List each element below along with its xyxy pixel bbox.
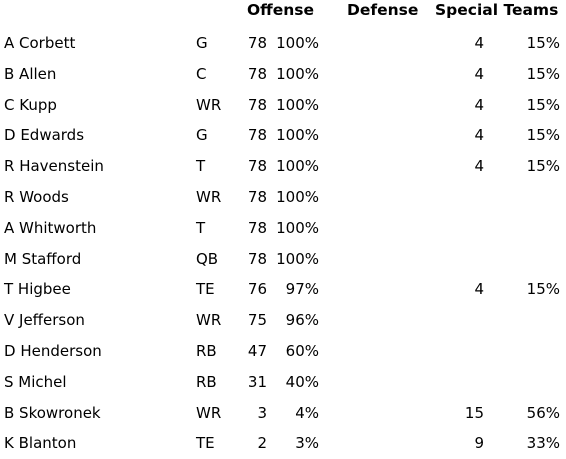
special-teams-pct: 15% — [527, 120, 560, 151]
player-name: R Woods — [4, 182, 69, 213]
special-teams-pct: 15% — [527, 90, 560, 121]
position: WR — [196, 182, 221, 213]
special-teams-snaps: 9 — [474, 428, 484, 459]
special-teams-snaps: 4 — [474, 120, 484, 151]
special-teams-snaps: 4 — [474, 151, 484, 182]
position: G — [196, 120, 208, 151]
table-row: K Blanton TE 2 3% 9 33% — [0, 428, 566, 459]
offense-pct: 100% — [276, 59, 319, 90]
offense-snaps: 78 — [248, 182, 267, 213]
position: T — [196, 151, 205, 182]
position: TE — [196, 274, 215, 305]
player-name: B Allen — [4, 59, 56, 90]
offense-pct: 100% — [276, 182, 319, 213]
player-name: D Edwards — [4, 120, 84, 151]
table-row: B Skowronek WR 3 4% 15 56% — [0, 398, 566, 429]
offense-pct: 100% — [276, 90, 319, 121]
offense-snaps: 75 — [248, 305, 267, 336]
special-teams-snaps: 4 — [474, 28, 484, 59]
special-teams-snaps: 4 — [474, 59, 484, 90]
offense-pct: 100% — [276, 28, 319, 59]
player-name: S Michel — [4, 367, 67, 398]
offense-pct: 100% — [276, 120, 319, 151]
table-row: S Michel RB 31 40% — [0, 367, 566, 398]
special-teams-snaps: 15 — [465, 398, 484, 429]
table-row: R Woods WR 78 100% — [0, 182, 566, 213]
header-defense: Defense — [347, 0, 418, 20]
offense-snaps: 31 — [248, 367, 267, 398]
table-row: M Stafford QB 78 100% — [0, 244, 566, 275]
special-teams-snaps: 4 — [474, 90, 484, 121]
table-row: B Allen C 78 100% 4 15% — [0, 59, 566, 90]
table-row: R Havenstein T 78 100% 4 15% — [0, 151, 566, 182]
offense-pct: 100% — [276, 213, 319, 244]
position: TE — [196, 428, 215, 459]
player-name: C Kupp — [4, 90, 57, 121]
special-teams-pct: 15% — [527, 151, 560, 182]
offense-snaps: 47 — [248, 336, 267, 367]
snap-count-table: A Corbett G 78 100% 4 15% B Allen C 78 100% 4 15% C … — [0, 28, 566, 459]
offense-pct: 100% — [276, 244, 319, 275]
position: C — [196, 59, 206, 90]
offense-snaps: 78 — [248, 213, 267, 244]
offense-pct: 60% — [286, 336, 319, 367]
offense-pct: 97% — [286, 274, 319, 305]
offense-snaps: 78 — [248, 90, 267, 121]
table-row: D Edwards G 78 100% 4 15% — [0, 120, 566, 151]
special-teams-pct: 33% — [527, 428, 560, 459]
table-row: C Kupp WR 78 100% 4 15% — [0, 90, 566, 121]
player-name: A Whitworth — [4, 213, 96, 244]
offense-snaps: 3 — [257, 398, 267, 429]
table-row: T Higbee TE 76 97% 4 15% — [0, 274, 566, 305]
offense-snaps: 2 — [257, 428, 267, 459]
position: QB — [196, 244, 218, 275]
table-row: A Whitworth T 78 100% — [0, 213, 566, 244]
table-row: D Henderson RB 47 60% — [0, 336, 566, 367]
special-teams-pct: 15% — [527, 59, 560, 90]
special-teams-pct: 56% — [527, 398, 560, 429]
special-teams-snaps: 4 — [474, 274, 484, 305]
offense-pct: 3% — [295, 428, 319, 459]
player-name: V Jefferson — [4, 305, 85, 336]
position: T — [196, 213, 205, 244]
position: WR — [196, 90, 221, 121]
player-name: D Henderson — [4, 336, 102, 367]
player-name: A Corbett — [4, 28, 75, 59]
position: WR — [196, 398, 221, 429]
offense-snaps: 78 — [248, 28, 267, 59]
position: G — [196, 28, 208, 59]
special-teams-pct: 15% — [527, 28, 560, 59]
offense-pct: 96% — [286, 305, 319, 336]
player-name: T Higbee — [4, 274, 71, 305]
header-offense: Offense — [247, 0, 314, 20]
offense-snaps: 78 — [248, 59, 267, 90]
position: RB — [196, 367, 217, 398]
player-name: M Stafford — [4, 244, 81, 275]
offense-snaps: 78 — [248, 151, 267, 182]
table-row: A Corbett G 78 100% 4 15% — [0, 28, 566, 59]
offense-snaps: 78 — [248, 244, 267, 275]
table-row: V Jefferson WR 75 96% — [0, 305, 566, 336]
player-name: B Skowronek — [4, 398, 101, 429]
offense-snaps: 76 — [248, 274, 267, 305]
position: WR — [196, 305, 221, 336]
offense-pct: 100% — [276, 151, 319, 182]
player-name: K Blanton — [4, 428, 76, 459]
offense-snaps: 78 — [248, 120, 267, 151]
position: RB — [196, 336, 217, 367]
special-teams-pct: 15% — [527, 274, 560, 305]
offense-pct: 40% — [286, 367, 319, 398]
player-name: R Havenstein — [4, 151, 104, 182]
header-special-teams: Special Teams — [435, 0, 558, 20]
offense-pct: 4% — [295, 398, 319, 429]
